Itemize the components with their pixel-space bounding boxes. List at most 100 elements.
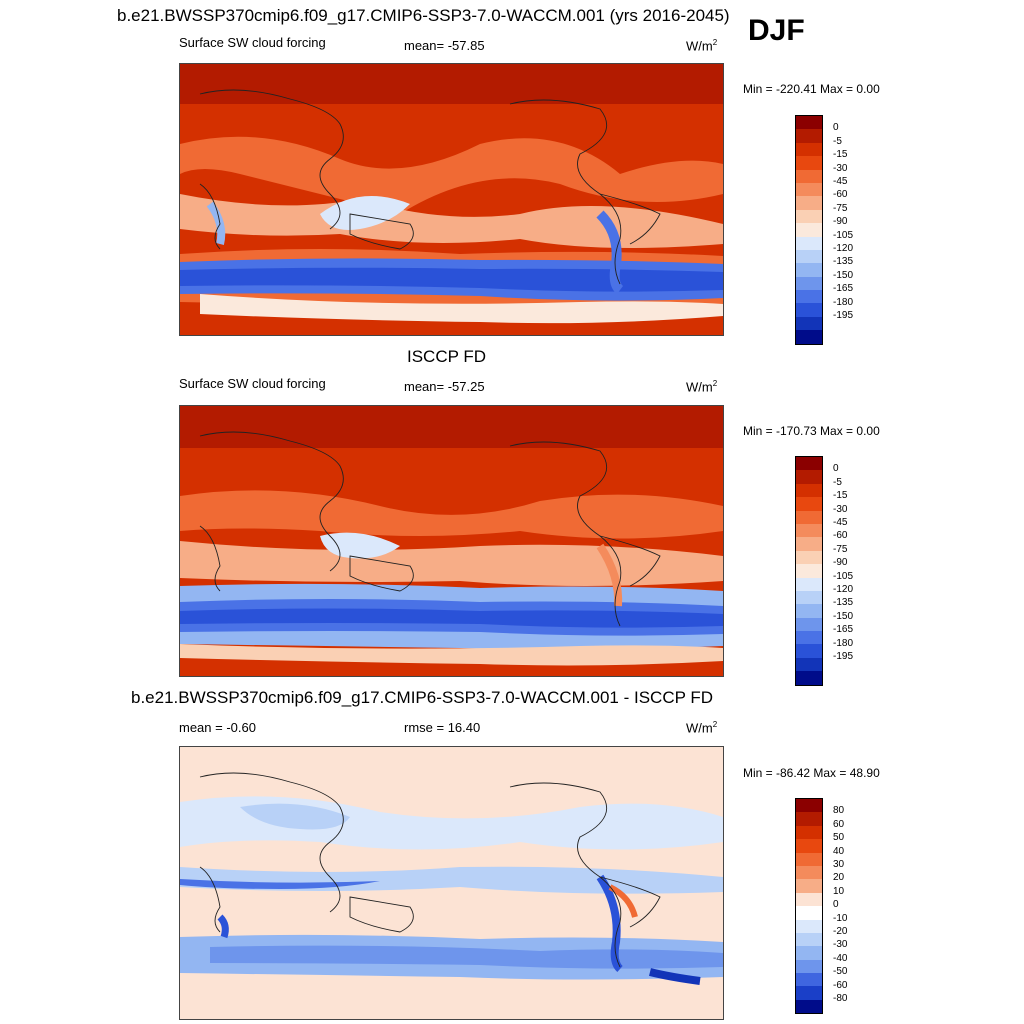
panel-title: b.e21.BWSSP370cmip6.f09_g17.CMIP6-SSP3-7… bbox=[117, 6, 730, 25]
colorbar-swatch bbox=[796, 483, 822, 498]
colorbar-label: -5 bbox=[833, 476, 842, 488]
colorbar-label: -180 bbox=[833, 637, 854, 649]
colorbar-label: -90 bbox=[833, 216, 848, 228]
colorbar-swatch bbox=[796, 196, 822, 210]
colorbar-swatch bbox=[796, 116, 822, 130]
colorbar-label: -150 bbox=[833, 269, 854, 281]
colorbar-label: -45 bbox=[833, 176, 848, 187]
panel-title: b.e21.BWSSP370cmip6.f09_g17.CMIP6-SSP3-7… bbox=[131, 688, 714, 707]
colorbar bbox=[795, 798, 823, 1015]
colorbar-swatch bbox=[796, 892, 822, 907]
panel-title: ISCCP FD bbox=[407, 347, 487, 366]
colorbar-swatch bbox=[796, 657, 822, 672]
colorbar-label: -60 bbox=[833, 530, 848, 542]
colorbar-swatch bbox=[796, 865, 822, 880]
colorbar-label: 80 bbox=[833, 805, 845, 817]
mean-label: mean= -57.25 bbox=[404, 379, 485, 394]
colorbar-label: 0 bbox=[833, 899, 839, 911]
colorbar-swatch bbox=[796, 852, 822, 866]
colorbar-label: 60 bbox=[833, 818, 845, 830]
colorbar-label: -120 bbox=[833, 243, 854, 254]
colorbar-swatch bbox=[796, 906, 822, 920]
colorbar-label: -20 bbox=[833, 926, 848, 937]
colorbar-label: 30 bbox=[833, 859, 845, 870]
colorbar-label: -30 bbox=[833, 939, 848, 951]
colorbar-swatch bbox=[796, 223, 822, 237]
mean-label: mean= -57.85 bbox=[404, 38, 485, 53]
colorbar-swatch bbox=[796, 169, 822, 183]
colorbar-label: -105 bbox=[833, 229, 854, 241]
colorbar-swatch bbox=[796, 932, 822, 947]
colorbar-swatch bbox=[796, 142, 822, 157]
units-label: W/m2 bbox=[686, 379, 718, 395]
variable-label: Surface SW cloud forcing bbox=[179, 376, 326, 391]
minmax-label: Min = -86.42 Max = 48.90 bbox=[743, 766, 880, 780]
colorbar-label: -195 bbox=[833, 310, 854, 321]
colorbar-label: -90 bbox=[833, 557, 848, 569]
colorbar-label: -75 bbox=[833, 543, 848, 555]
colorbar-swatch bbox=[796, 236, 822, 250]
colorbar-label: -165 bbox=[833, 283, 854, 295]
colorbar-label: 10 bbox=[833, 885, 845, 897]
colorbar-swatch bbox=[796, 590, 822, 605]
units-label: W/m2 bbox=[686, 38, 718, 54]
colorbar-label: -15 bbox=[833, 490, 848, 502]
colorbar-label: -75 bbox=[833, 202, 848, 214]
colorbar-swatch bbox=[796, 523, 822, 538]
colorbar-swatch bbox=[796, 644, 822, 658]
colorbar-swatch bbox=[796, 671, 822, 685]
colorbar-label: -30 bbox=[833, 162, 848, 174]
colorbar bbox=[795, 115, 823, 345]
colorbar-swatch bbox=[796, 550, 822, 565]
colorbar-label: -135 bbox=[833, 256, 854, 268]
variable-label: Surface SW cloud forcing bbox=[179, 35, 326, 50]
colorbar-swatch bbox=[796, 470, 822, 484]
colorbar-label: -80 bbox=[833, 993, 848, 1004]
colorbar-label: -45 bbox=[833, 517, 848, 528]
colorbar-swatch bbox=[796, 209, 822, 224]
colorbar-label: -165 bbox=[833, 624, 854, 636]
minmax-label: Min = -220.41 Max = 0.00 bbox=[743, 82, 880, 96]
colorbar-label: 0 bbox=[833, 122, 839, 134]
colorbar-swatch bbox=[796, 812, 822, 826]
colorbar-swatch bbox=[796, 156, 822, 170]
colorbar-swatch bbox=[796, 604, 822, 618]
colorbar-label: -135 bbox=[833, 597, 854, 609]
colorbar-label: 0 bbox=[833, 463, 839, 475]
colorbar-label: -15 bbox=[833, 149, 848, 161]
colorbar-swatch bbox=[796, 249, 822, 264]
colorbar-swatch bbox=[796, 577, 822, 591]
colorbar-swatch bbox=[796, 303, 822, 317]
minmax-label: Min = -170.73 Max = 0.00 bbox=[743, 424, 880, 438]
colorbar-swatch bbox=[796, 497, 822, 511]
colorbar-swatch bbox=[796, 839, 822, 853]
colorbar-label: -105 bbox=[833, 570, 854, 582]
colorbar-swatch bbox=[796, 263, 822, 277]
colorbar-label: -5 bbox=[833, 135, 842, 147]
colorbar-swatch bbox=[796, 999, 822, 1014]
colorbar-swatch bbox=[796, 946, 822, 960]
season-label: DJF bbox=[748, 14, 805, 47]
colorbar-swatch bbox=[796, 129, 822, 143]
colorbar-swatch bbox=[796, 959, 822, 974]
colorbar-label: -40 bbox=[833, 952, 848, 964]
colorbar-label: 50 bbox=[833, 832, 845, 844]
colorbar-swatch bbox=[796, 537, 822, 551]
map-plot bbox=[179, 746, 724, 1020]
colorbar-swatch bbox=[796, 457, 822, 471]
colorbar-swatch bbox=[796, 330, 822, 344]
colorbar-label: -30 bbox=[833, 503, 848, 515]
colorbar-swatch bbox=[796, 799, 822, 813]
units-label: W/m2 bbox=[686, 720, 718, 736]
colorbar-swatch bbox=[796, 973, 822, 987]
map-plot bbox=[179, 63, 724, 336]
colorbar-swatch bbox=[796, 617, 822, 632]
colorbar-swatch bbox=[796, 182, 822, 197]
colorbar-label: -150 bbox=[833, 610, 854, 622]
colorbar-swatch bbox=[796, 879, 822, 893]
colorbar-swatch bbox=[796, 564, 822, 578]
colorbar-label: -195 bbox=[833, 651, 854, 662]
colorbar bbox=[795, 456, 823, 686]
colorbar-swatch bbox=[796, 919, 822, 933]
colorbar-label: -180 bbox=[833, 296, 854, 308]
